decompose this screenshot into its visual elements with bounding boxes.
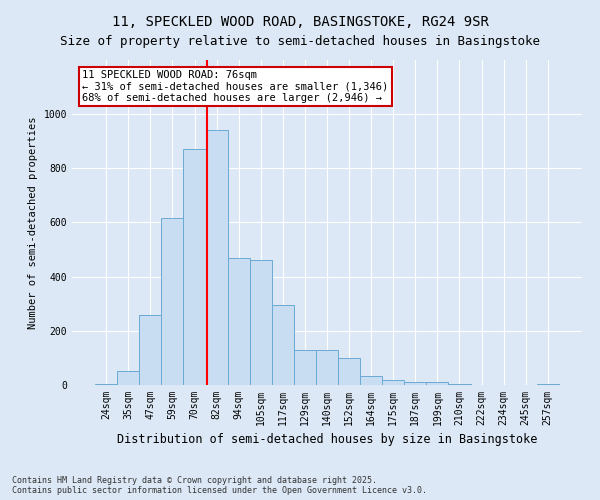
Bar (272, 305, 294, 385)
Bar (404, 382, 427, 385)
Bar (382, 380, 404, 385)
Bar (117, 372, 139, 385)
Bar (537, 384, 559, 385)
Bar (161, 218, 184, 385)
Bar (316, 350, 338, 385)
Bar (427, 382, 448, 385)
Text: 11 SPECKLED WOOD ROAD: 76sqm
← 31% of semi-detached houses are smaller (1,346)
6: 11 SPECKLED WOOD ROAD: 76sqm ← 31% of se… (82, 70, 388, 103)
Bar (250, 260, 272, 385)
Y-axis label: Number of semi-detached properties: Number of semi-detached properties (28, 116, 38, 329)
Bar (227, 258, 250, 385)
Text: 11, SPECKLED WOOD ROAD, BASINGSTOKE, RG24 9SR: 11, SPECKLED WOOD ROAD, BASINGSTOKE, RG2… (112, 15, 488, 29)
Bar (360, 376, 382, 385)
Bar (95, 384, 117, 385)
Bar (448, 384, 470, 385)
Bar (206, 130, 227, 385)
Text: Size of property relative to semi-detached houses in Basingstoke: Size of property relative to semi-detach… (60, 35, 540, 48)
X-axis label: Distribution of semi-detached houses by size in Basingstoke: Distribution of semi-detached houses by … (117, 434, 537, 446)
Bar (184, 150, 206, 385)
Bar (294, 350, 316, 385)
Bar (139, 314, 161, 385)
Bar (338, 358, 360, 385)
Text: Contains HM Land Registry data © Crown copyright and database right 2025.
Contai: Contains HM Land Registry data © Crown c… (12, 476, 427, 495)
